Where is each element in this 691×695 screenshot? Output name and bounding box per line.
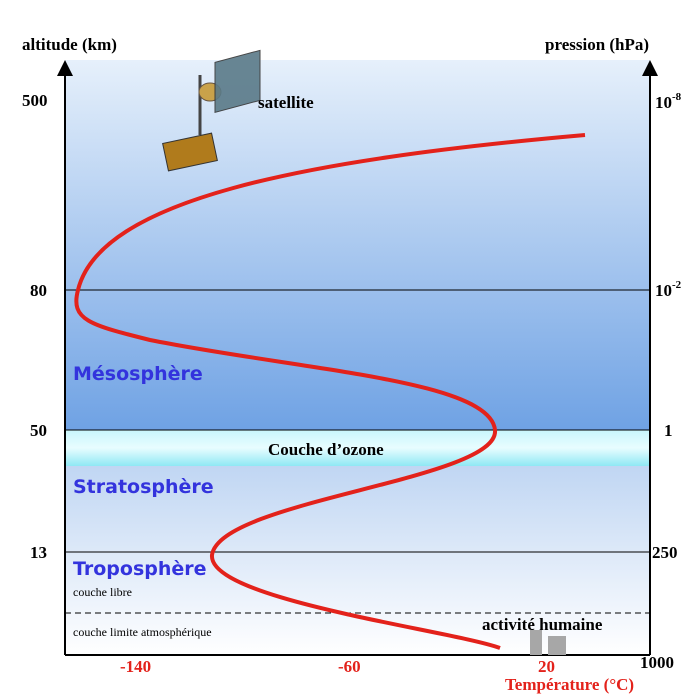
pressure-tick: 250 xyxy=(652,543,678,562)
background xyxy=(65,60,650,655)
temperature-tick: -60 xyxy=(338,657,361,676)
bottom-axis-title: Température (°C) xyxy=(505,675,634,694)
satellite-icon xyxy=(162,49,261,172)
altitude-tick: 500 xyxy=(22,91,48,110)
pressure-tick: 10-8 xyxy=(655,91,682,112)
satellite-label: satellite xyxy=(258,93,314,112)
grid xyxy=(57,60,658,656)
altitude-tick: 13 xyxy=(30,543,47,562)
altitude-tick: 80 xyxy=(30,281,47,300)
temperature-curve xyxy=(74,133,586,650)
temperature-tick: 20 xyxy=(538,657,555,676)
sublayer-label: couche limite atmosphérique xyxy=(73,625,212,639)
layer-label: Stratosphère xyxy=(73,476,214,498)
temperature-tick: -140 xyxy=(120,657,151,676)
layer-label: Mésosphère xyxy=(73,363,203,385)
pressure-tick: 10-2 xyxy=(655,279,682,300)
factory-icon xyxy=(530,630,566,655)
human-activity-label: activité humaine xyxy=(482,615,603,634)
pressure-tick: 1000 xyxy=(640,653,674,672)
ozone-label: Couche d’ozone xyxy=(268,440,384,459)
pressure-tick: 1 xyxy=(664,421,673,440)
layer-label: Troposphère xyxy=(73,558,207,580)
left-axis-title: altitude (km) xyxy=(22,35,117,54)
sublayer-label: couche libre xyxy=(73,585,132,599)
right-axis-title: pression (hPa) xyxy=(545,35,649,54)
altitude-tick: 50 xyxy=(30,421,47,440)
